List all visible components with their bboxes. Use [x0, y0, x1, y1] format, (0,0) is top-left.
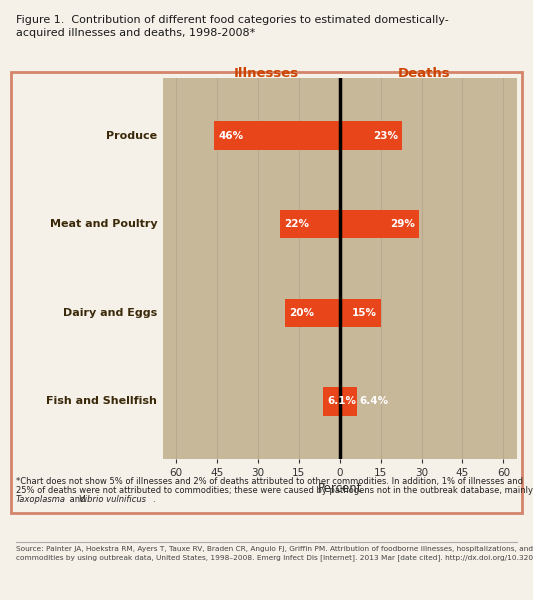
Text: 46%: 46% — [219, 131, 244, 140]
Text: commodities by using outbreak data, United States, 1998–2008. Emerg Infect Dis [: commodities by using outbreak data, Unit… — [16, 554, 533, 561]
Text: 15%: 15% — [352, 308, 377, 318]
Bar — [340, 299, 381, 327]
Text: 6.4%: 6.4% — [359, 397, 389, 406]
Bar — [340, 121, 402, 150]
Text: Meat and Poultry: Meat and Poultry — [50, 219, 157, 229]
Text: 29%: 29% — [390, 219, 415, 229]
Text: 25% of deaths were not attributed to commodities; these were caused by pathogens: 25% of deaths were not attributed to com… — [16, 486, 533, 495]
Text: Deaths: Deaths — [398, 67, 450, 80]
Text: Illnesses: Illnesses — [234, 67, 299, 80]
Text: Vibrio vulnificus: Vibrio vulnificus — [79, 495, 146, 504]
Text: Dairy and Eggs: Dairy and Eggs — [63, 308, 157, 318]
Text: Fish and Shellfish: Fish and Shellfish — [46, 397, 157, 406]
Text: and: and — [67, 495, 88, 504]
Text: Produce: Produce — [106, 131, 157, 140]
Text: .: . — [152, 495, 155, 504]
Text: Source: Painter JA, Hoekstra RM, Ayers T, Tauxe RV, Braden CR, Angulo FJ, Griffi: Source: Painter JA, Hoekstra RM, Ayers T… — [16, 546, 533, 552]
Text: 20%: 20% — [289, 308, 314, 318]
Bar — [323, 387, 340, 416]
Text: acquired illnesses and deaths, 1998-2008*: acquired illnesses and deaths, 1998-2008… — [16, 28, 255, 38]
Text: 23%: 23% — [374, 131, 398, 140]
Text: 6.1%: 6.1% — [327, 397, 356, 406]
Bar — [340, 210, 419, 238]
Bar — [280, 210, 340, 238]
FancyBboxPatch shape — [11, 72, 522, 513]
X-axis label: Percent: Percent — [318, 482, 362, 495]
Bar — [340, 387, 357, 416]
Bar — [214, 121, 340, 150]
Bar — [285, 299, 340, 327]
Text: 22%: 22% — [284, 219, 309, 229]
Text: *Chart does not show 5% of illnesses and 2% of deaths attributed to other commod: *Chart does not show 5% of illnesses and… — [16, 477, 523, 486]
Text: Figure 1.  Contribution of different food categories to estimated domestically-: Figure 1. Contribution of different food… — [16, 15, 449, 25]
Text: Taxoplasma: Taxoplasma — [16, 495, 66, 504]
